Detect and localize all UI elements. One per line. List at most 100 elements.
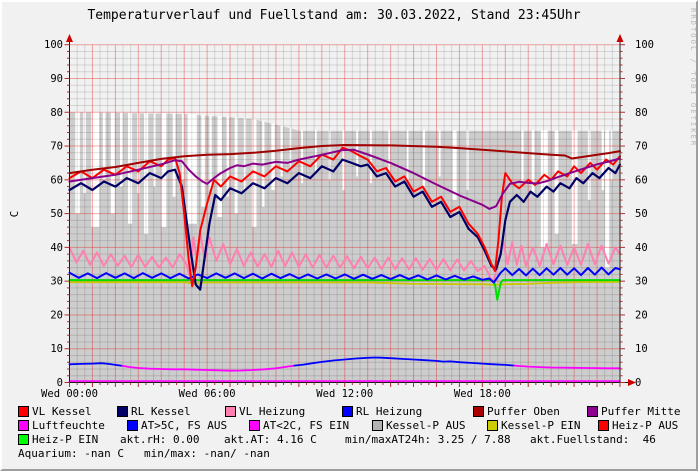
y-tick-label-right: 0 — [635, 377, 641, 389]
area-notch — [466, 130, 469, 190]
area-notch — [137, 112, 140, 194]
y-tick-label-left: 20 — [50, 309, 63, 321]
area-notch — [187, 113, 197, 224]
area-notch — [75, 111, 80, 214]
legend-swatch — [342, 406, 353, 417]
area-notch — [217, 115, 223, 217]
area-notch — [438, 130, 441, 177]
series-puffer-mitte — [68, 148, 621, 210]
legend-swatch — [487, 420, 498, 431]
legend-swatch — [598, 420, 609, 431]
area-notch — [110, 112, 115, 214]
legend-item: Heiz-P EIN — [18, 434, 98, 447]
area-notch — [271, 123, 275, 190]
legend-label: Puffer Oben — [487, 405, 560, 418]
legend-label: Aquarium: -nan C — [18, 447, 124, 460]
area-kessel-p-aus — [69, 112, 620, 383]
legend-label: min/maxAT24h: 3.25 / 7.88 — [345, 433, 511, 446]
legend-item: Heiz-P AUS — [598, 420, 678, 433]
legend-label: Luftfeuchte — [32, 419, 105, 432]
x-tick-label: Wed 12:00 — [316, 388, 373, 400]
y-tick-label-right: 60 — [635, 174, 648, 186]
legend-text: Aquarium: -nan C — [18, 448, 124, 461]
y-tick-label-left: 30 — [50, 276, 63, 288]
area-notch — [161, 113, 167, 228]
legend-item: RL Kessel — [117, 406, 191, 419]
legend-item: AT<2C, FS EIN — [249, 420, 349, 433]
y-tick-label-left: 10 — [50, 343, 63, 355]
area-notch — [531, 130, 535, 194]
legend-swatch — [18, 406, 29, 417]
area-notch — [226, 116, 229, 197]
x-tick-label: Wed 06:00 — [179, 388, 236, 400]
area-notch — [422, 130, 426, 187]
y-tick-label-left: 70 — [50, 141, 63, 153]
legend-label: akt.Fuellstand: 46 — [530, 433, 656, 446]
legend-label: AT<2C, FS EIN — [263, 419, 350, 432]
area-notch — [144, 112, 149, 234]
legend-label: Heiz-P EIN — [32, 433, 99, 446]
area-notch — [301, 130, 304, 184]
y-tick-label-right: 90 — [635, 73, 648, 85]
legend-text: min/max: -nan/ -nan — [144, 448, 270, 461]
legend-label: VL Kessel — [32, 405, 92, 418]
legend-item: Puffer Oben — [473, 406, 560, 419]
y-tick-label-right: 10 — [635, 343, 648, 355]
area-notch — [571, 130, 578, 245]
legend-item: VL Heizung — [225, 406, 305, 419]
y-tick-label-left: 40 — [50, 242, 63, 254]
legend-label: AT>5C, FS AUS — [141, 419, 228, 432]
y-tick-label-right: 50 — [635, 208, 648, 220]
area-notch — [554, 130, 559, 234]
area-notch — [119, 112, 123, 187]
legend-swatch — [18, 420, 29, 431]
series-vl-heizung — [68, 232, 621, 283]
legend-label: Kessel-P EIN — [501, 419, 581, 432]
y-axis-arrow-left — [66, 34, 73, 42]
series-rl-heizung — [68, 266, 621, 284]
y-tick-label-right: 40 — [635, 242, 648, 254]
area-notch — [605, 130, 610, 268]
legend-label: RL Heizung — [356, 405, 423, 418]
temperature-chart: 0 0 10 10 20 20 30 30 40 40 50 50 60 60 70 70 80 80 90 90 10… — [8, 8, 698, 400]
legend-text: akt.AT: 4.16 C — [224, 434, 317, 447]
legend-label: VL Heizung — [239, 405, 306, 418]
legend-label: akt.rH: 0.00 — [120, 433, 200, 446]
legend-swatch — [225, 406, 236, 417]
area-notch — [388, 130, 391, 174]
area-notch — [209, 115, 212, 190]
legend-text: akt.rH: 0.00 — [120, 434, 199, 447]
legend-item: Kessel-P EIN — [487, 420, 580, 433]
legend-label: akt.AT: 4.16 C — [224, 433, 317, 446]
area-notch — [406, 130, 409, 180]
y-tick-label-right: 30 — [635, 276, 648, 288]
legend-label: Puffer Mitte — [601, 405, 681, 418]
chart-title: Temperaturverlauf und Fuellstand am: 30.… — [87, 8, 581, 23]
rrdtool-watermark: RRDTOOL / TOBI OETIKER — [689, 8, 698, 147]
area-notch — [601, 130, 604, 190]
area-notch — [172, 113, 176, 197]
area-notch — [83, 111, 87, 194]
area-notch — [102, 112, 106, 180]
y-tick-label-right: 100 — [635, 39, 654, 51]
legend-swatch — [117, 406, 128, 417]
y-tick-label-left: 100 — [44, 39, 63, 51]
series-at-blau-1 — [68, 362, 124, 367]
legend-label: min/max: -nan/ -nan — [144, 447, 270, 460]
y-tick-label-right: 80 — [635, 107, 648, 119]
area-notch — [153, 112, 156, 187]
x-axis-arrow — [628, 379, 636, 386]
legend-label: Heiz-P AUS — [612, 419, 679, 432]
area-notch — [328, 130, 331, 180]
legend-swatch — [587, 406, 598, 417]
y-tick-label-left: 0 — [57, 377, 63, 389]
series-at-magenta-2 — [513, 364, 621, 370]
x-tick-label: Wed 18:00 — [454, 388, 511, 400]
plot-area: 0 0 10 10 20 20 30 30 40 40 50 50 60 60 70 70 80 80 90 90 10… — [41, 34, 654, 400]
legend-item: Kessel-P AUS — [372, 420, 465, 433]
legend-swatch — [473, 406, 484, 417]
series-at-magenta-1 — [121, 364, 296, 372]
y-axis-unit-label: C — [8, 211, 21, 218]
legend-item: Luftfeuchte — [18, 420, 105, 433]
area-notch — [610, 130, 613, 180]
